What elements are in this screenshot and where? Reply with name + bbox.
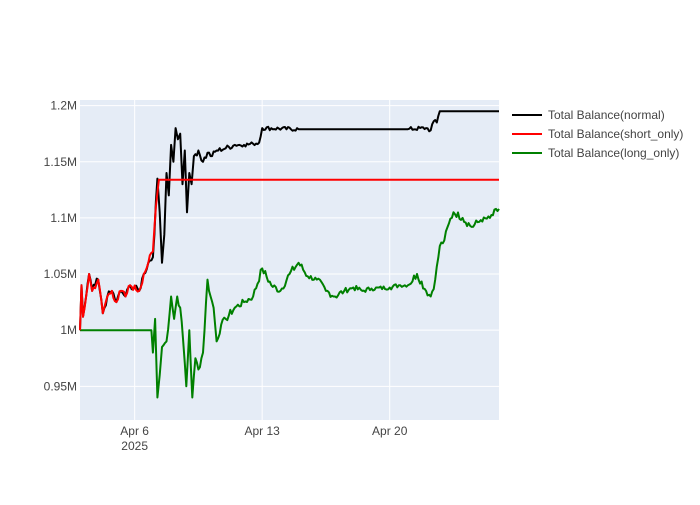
x-tick-label: Apr 6 [120,424,149,438]
y-tick-label: 1.1M [50,211,77,225]
y-tick-label: 1.2M [50,99,77,113]
legend-label: Total Balance(short_only) [548,127,683,141]
x-tick-label: Apr 13 [244,424,280,438]
y-axis: 0.95M 1M 1.05M 1.1M 1.15M 1.2M [44,99,77,394]
legend-item[interactable]: Total Balance(normal) [512,108,665,122]
y-tick-label: 1.15M [44,155,77,169]
y-tick-label: 0.95M [44,379,77,393]
y-tick-label: 1M [60,323,77,337]
legend-label: Total Balance(normal) [548,108,665,122]
legend-label: Total Balance(long_only) [548,146,679,160]
series-lines [79,110,500,399]
series-line-1 [79,178,499,331]
legend-item[interactable]: Total Balance(short_only) [512,127,683,141]
plot-background [80,100,499,420]
legend[interactable]: Total Balance(normal) Total Balance(short… [512,108,683,160]
x-tick-label: Apr 20 [372,424,408,438]
series-line-2 [80,207,500,399]
y-tick-label: 1.05M [44,267,77,281]
x-tick-sublabel: 2025 [121,439,148,453]
legend-item[interactable]: Total Balance(long_only) [512,146,679,160]
